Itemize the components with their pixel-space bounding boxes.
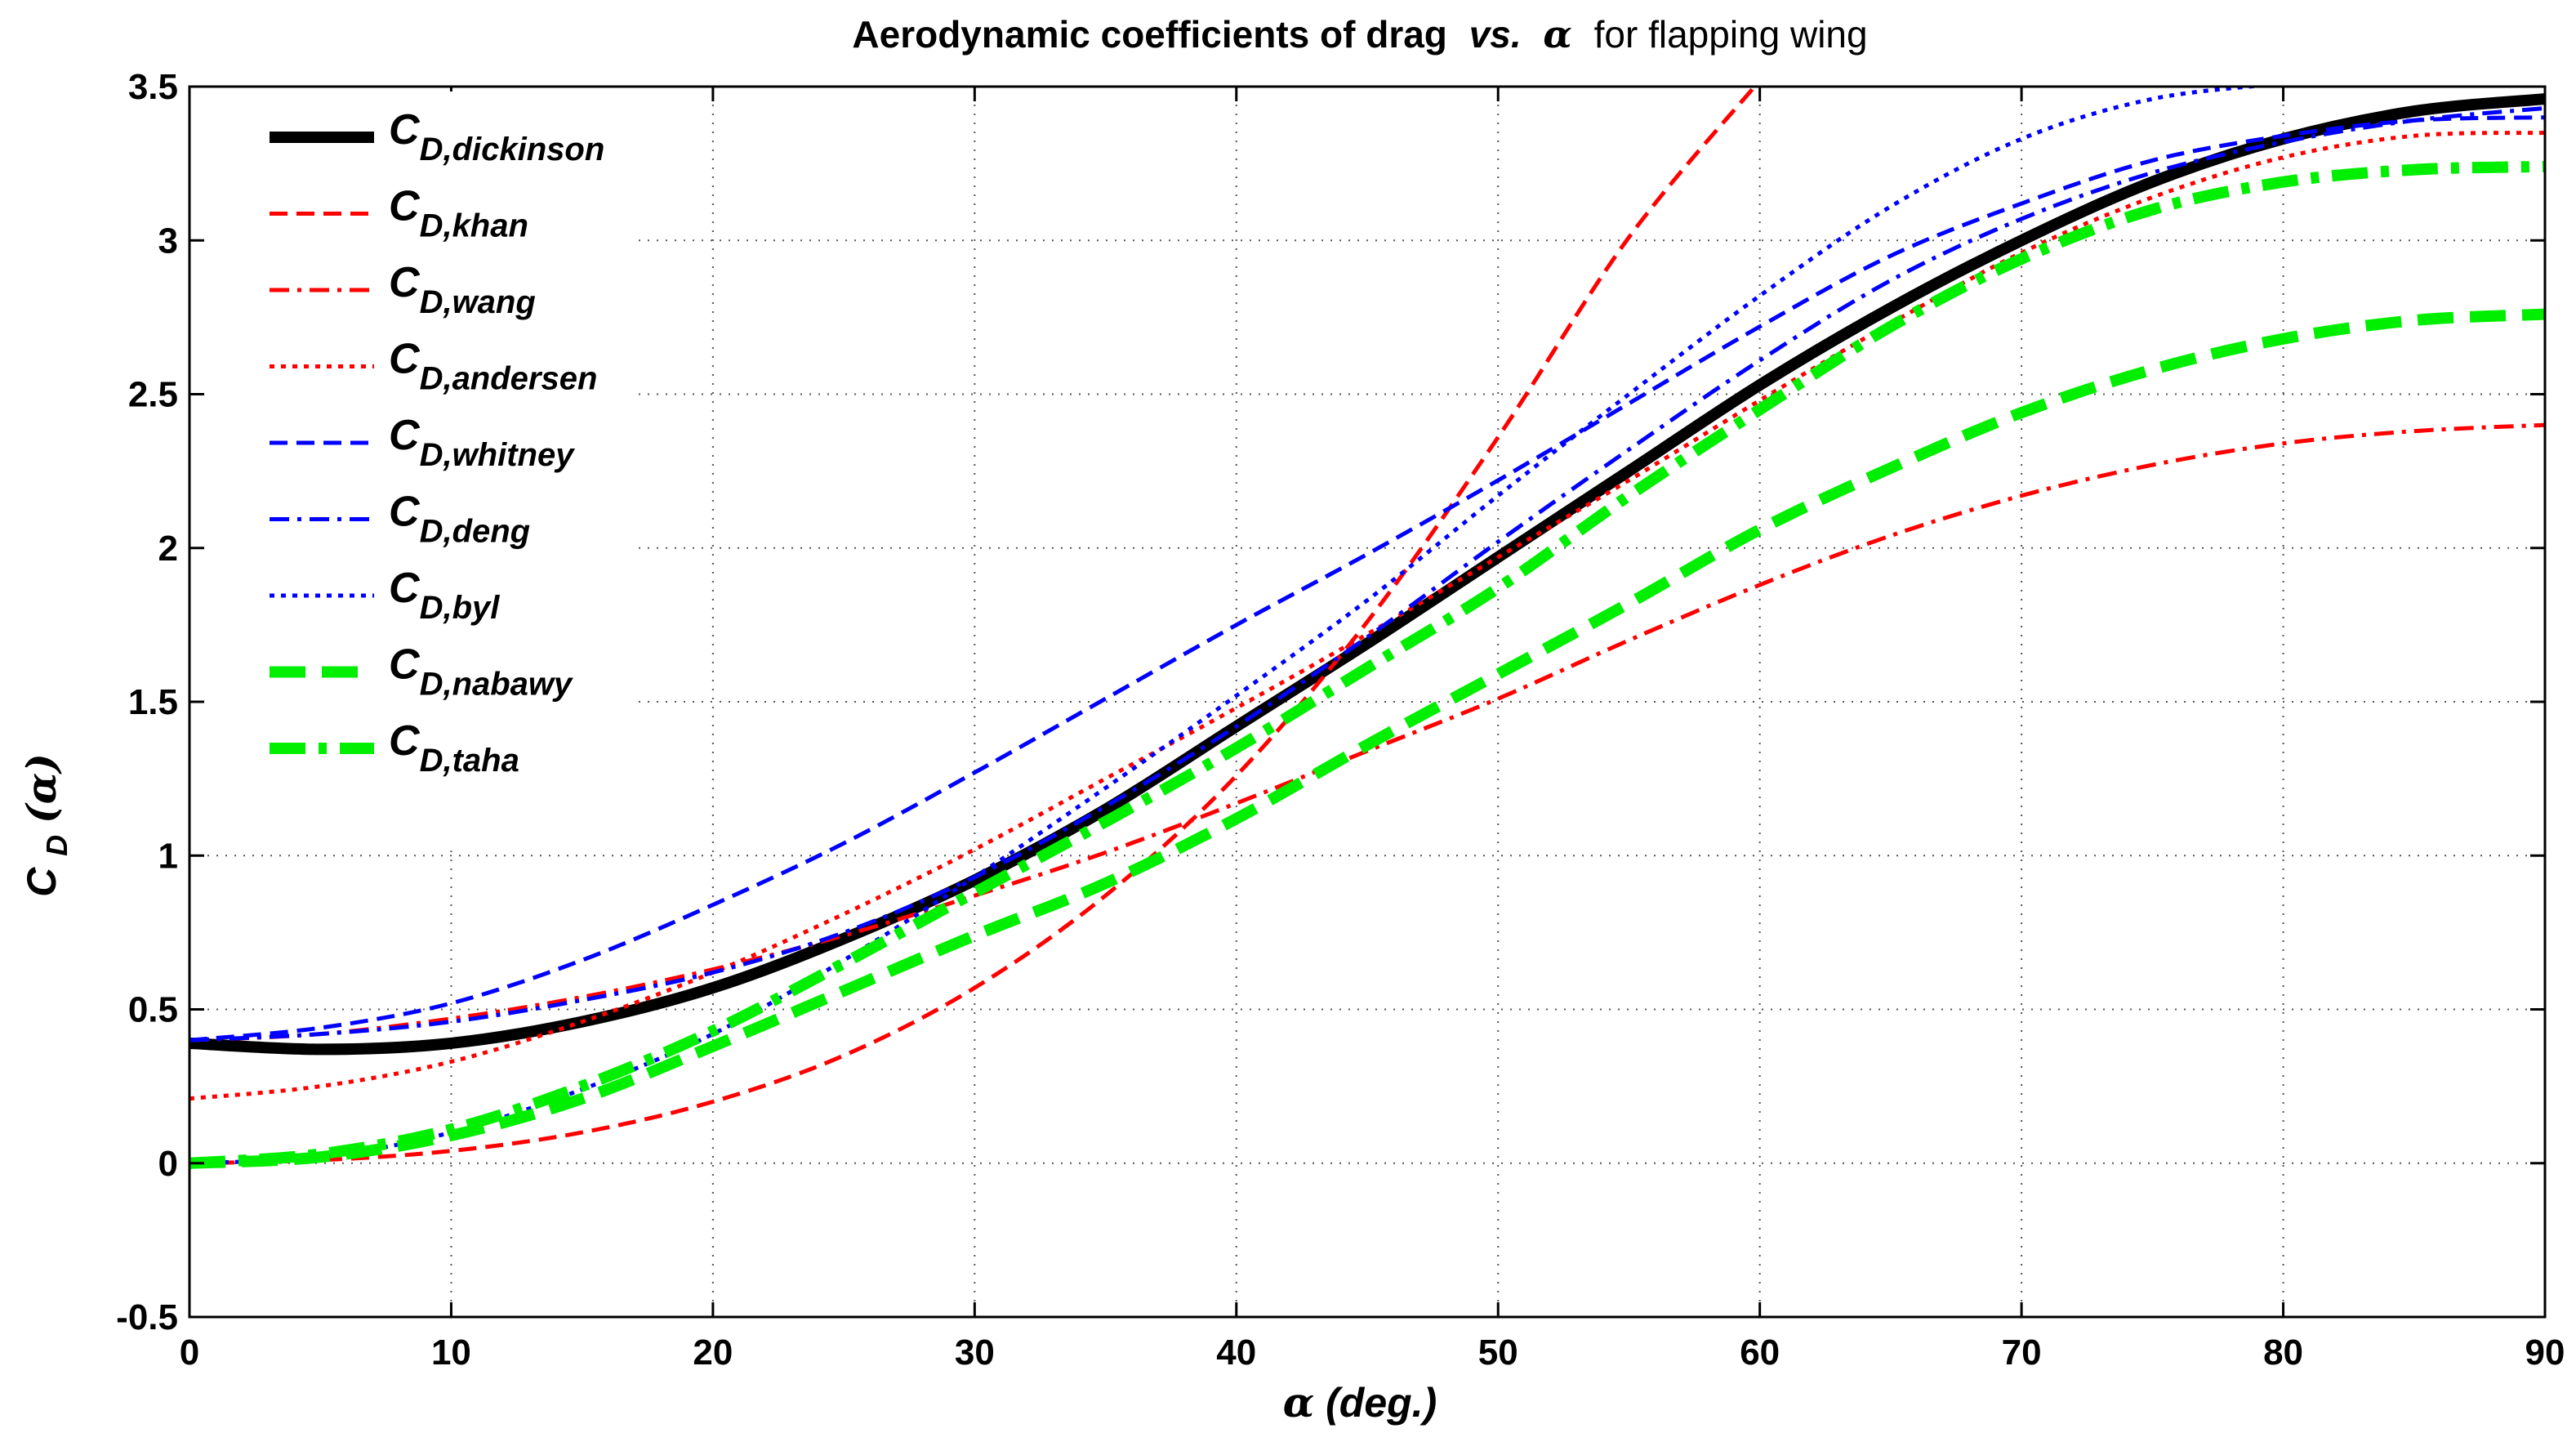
legend-entry-subscript: D,byl xyxy=(420,590,501,626)
legend-entry-label: CD,nabawy xyxy=(389,641,573,703)
legend-box xyxy=(206,92,639,843)
x-tick-label: 80 xyxy=(2263,1333,2303,1373)
legend-entry-subscript: D,wang xyxy=(420,284,536,320)
y-tick-label: 0.5 xyxy=(128,990,178,1030)
legend-entry-base: C xyxy=(389,106,421,154)
legend-entry-base: C xyxy=(389,565,421,612)
y-tick-label: -0.5 xyxy=(116,1297,178,1337)
x-tick-label: 10 xyxy=(431,1333,471,1373)
x-tick-label: 50 xyxy=(1478,1333,1518,1373)
legend-entry-subscript: D,taha xyxy=(420,743,519,779)
series-lines xyxy=(189,87,2545,1169)
x-tick-label: 90 xyxy=(2525,1333,2565,1373)
legend-entry-label: CD,wang xyxy=(389,259,536,320)
legend-entry-label: CD,dickinson xyxy=(389,106,604,167)
y-axis-arg: (α) xyxy=(17,753,65,824)
legend-entry-label: CD,whitney xyxy=(389,412,575,473)
series-line-d-dickinson xyxy=(189,93,2545,1056)
y-axis-title: C D (α) xyxy=(17,753,76,897)
legend-entry-subscript: D,deng xyxy=(420,514,531,550)
x-tick-label: 40 xyxy=(1216,1333,1256,1373)
x-tick-label: 70 xyxy=(2002,1333,2042,1373)
y-tick-label: 3 xyxy=(158,221,178,261)
x-tick-label: 20 xyxy=(693,1333,733,1373)
legend-entry-label: CD,khan xyxy=(389,183,528,244)
legend-entry-subscript: D,whitney xyxy=(420,437,576,473)
legend-entry-base: C xyxy=(389,412,421,459)
x-axis-unit: (deg.) xyxy=(1326,1380,1437,1426)
legend-entry-subscript: D,nabawy xyxy=(420,667,573,703)
legend-entry-base: C xyxy=(389,259,421,306)
series-line-d-khan xyxy=(189,87,1758,1166)
x-tick-label: 60 xyxy=(1740,1333,1780,1373)
legend-entry-subscript: D,dickinson xyxy=(420,132,605,167)
series-line-d-deng xyxy=(189,105,2545,1042)
y-tick-label: 1 xyxy=(158,836,178,876)
legend-entry-label: CD,taha xyxy=(389,717,519,779)
series-line-d-whitney xyxy=(189,115,2545,1042)
legend-entry-label: CD,deng xyxy=(389,489,530,550)
legend-entry-label: CD,andersen xyxy=(389,336,597,397)
title-main: Aerodynamic coefficients of drag xyxy=(852,13,1447,56)
legend-entry-base: C xyxy=(389,183,421,230)
legend-entry-base: C xyxy=(389,489,421,536)
y-tick-label: 1.5 xyxy=(128,682,178,722)
y-axis-sub: D xyxy=(40,835,74,856)
x-tick-label: 0 xyxy=(180,1333,199,1373)
axis-ticks: 0 10 20 30 40 50 60 70 80 90-0.500.511.522.533.5 xyxy=(116,67,2565,1373)
legend-entry-subscript: D,khan xyxy=(420,208,528,244)
chart-title: Aerodynamic coefficients of drag vs. α f… xyxy=(852,12,1867,56)
x-axis-symbol: α xyxy=(1283,1378,1314,1426)
legend-entry-subscript: D,andersen xyxy=(420,361,598,397)
series-line-d-nabawy xyxy=(189,308,2545,1169)
x-axis-title: α (deg.) xyxy=(1283,1378,1437,1426)
legend-entry-label: CD,byl xyxy=(389,565,500,626)
y-tick-label: 3.5 xyxy=(128,67,178,107)
legend-entry-base: C xyxy=(389,336,421,383)
legend-entry-base: C xyxy=(389,717,421,765)
y-tick-label: 2 xyxy=(158,529,178,569)
x-tick-label: 30 xyxy=(955,1333,995,1373)
y-tick-label: 0 xyxy=(158,1144,178,1184)
y-axis-base: C xyxy=(19,867,65,897)
series-line-d-taha xyxy=(189,160,2545,1169)
y-tick-label: 2.5 xyxy=(128,375,178,415)
grid xyxy=(189,87,2545,1317)
title-vs: vs. xyxy=(1469,13,1522,56)
legend: CD,dickinsonCD,khanCD,wangCD,andersenCD,… xyxy=(206,92,639,843)
legend-entry-base: C xyxy=(389,641,421,689)
title-tail: for flapping wing xyxy=(1594,13,1868,56)
title-alpha: α xyxy=(1543,12,1571,56)
